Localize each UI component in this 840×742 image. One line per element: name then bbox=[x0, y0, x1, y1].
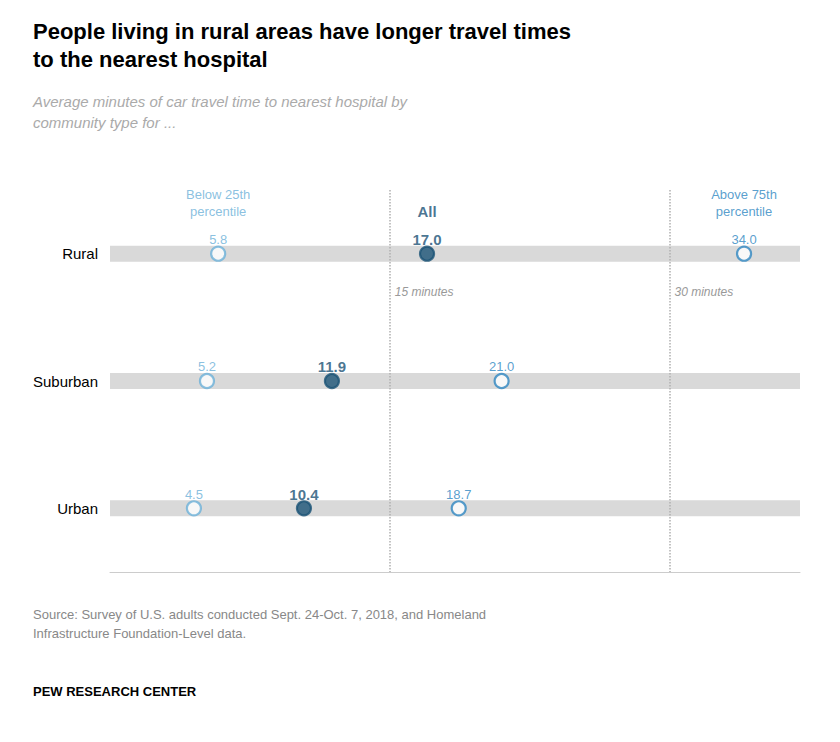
svg-text:People living in rural areas h: People living in rural areas have longer… bbox=[33, 19, 571, 44]
svg-text:Suburban: Suburban bbox=[33, 373, 98, 390]
svg-text:Infrastructure Foundation-Leve: Infrastructure Foundation-Level data. bbox=[33, 626, 246, 641]
svg-text:Urban: Urban bbox=[57, 500, 98, 517]
svg-text:All: All bbox=[417, 203, 436, 220]
svg-text:17.0: 17.0 bbox=[412, 231, 441, 248]
svg-text:4.5: 4.5 bbox=[185, 487, 203, 502]
svg-text:Average minutes of car travel: Average minutes of car travel time to ne… bbox=[32, 93, 409, 110]
svg-text:PEW RESEARCH CENTER: PEW RESEARCH CENTER bbox=[33, 684, 197, 699]
svg-text:10.4: 10.4 bbox=[289, 486, 319, 503]
svg-text:15 minutes: 15 minutes bbox=[395, 285, 454, 299]
svg-text:21.0: 21.0 bbox=[489, 359, 514, 374]
svg-text:percentile: percentile bbox=[716, 204, 772, 219]
svg-text:5.8: 5.8 bbox=[209, 232, 227, 247]
svg-text:Above 75th: Above 75th bbox=[711, 187, 777, 202]
svg-text:34.0: 34.0 bbox=[731, 232, 756, 247]
svg-text:Rural: Rural bbox=[62, 245, 98, 262]
svg-text:5.2: 5.2 bbox=[198, 359, 216, 374]
svg-text:11.9: 11.9 bbox=[318, 358, 346, 375]
svg-text:30 minutes: 30 minutes bbox=[674, 285, 733, 299]
svg-text:community type for ...: community type for ... bbox=[33, 114, 176, 131]
svg-text:Source: Survey of U.S. adults: Source: Survey of U.S. adults conducted … bbox=[33, 607, 486, 622]
svg-text:to the nearest hospital: to the nearest hospital bbox=[33, 47, 268, 72]
svg-text:percentile: percentile bbox=[190, 204, 246, 219]
svg-text:Below 25th: Below 25th bbox=[186, 187, 250, 202]
svg-text:18.7: 18.7 bbox=[446, 487, 471, 502]
